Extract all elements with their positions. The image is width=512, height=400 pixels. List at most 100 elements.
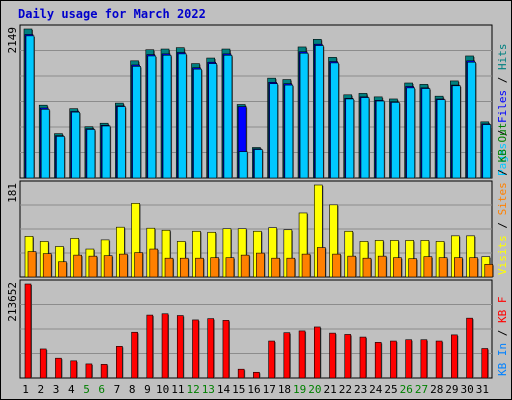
pages-bar: [314, 45, 324, 179]
kbf-bar: [146, 314, 154, 379]
kbf-bar: [268, 340, 275, 379]
sites-bar: [423, 256, 433, 278]
kbf-bar: [466, 317, 473, 379]
pages-bar: [132, 66, 141, 179]
pages-bar: [482, 124, 492, 179]
x-tick-label: 12: [186, 383, 199, 396]
x-tick-label: 5: [83, 383, 90, 396]
sites-bar: [149, 248, 159, 278]
legend-entry: Hits: [496, 44, 509, 71]
x-tick-label: 19: [293, 383, 306, 396]
pages-bar: [391, 102, 400, 179]
pages-bar: [117, 106, 126, 179]
kbf-bar: [313, 326, 321, 379]
pages-bar: [406, 87, 415, 179]
kbf-bar: [55, 357, 62, 379]
legend-entry: Sites: [496, 182, 509, 215]
kbf-bar: [24, 283, 32, 379]
sites-bar: [88, 255, 98, 278]
x-tick-label: 23: [354, 383, 367, 396]
x-tick-label: 17: [263, 383, 276, 396]
kbf-bar: [451, 334, 458, 379]
x-tick-label: 9: [144, 383, 151, 396]
legend-entry: KB Out: [496, 123, 509, 163]
sites-bar: [377, 255, 387, 278]
sites-bar: [134, 252, 143, 278]
pages-bar: [101, 125, 111, 179]
sites-bar: [119, 253, 128, 278]
sites-bar: [256, 252, 265, 278]
x-tick-label: 4: [68, 383, 75, 396]
x-tick-label: 18: [278, 383, 291, 396]
sites-bar: [469, 257, 478, 278]
chart-title: Daily usage for March 2022: [18, 7, 206, 21]
sites-bar: [438, 257, 448, 278]
pages-bar: [86, 129, 96, 179]
sites-bar: [362, 257, 372, 278]
sites-bar: [347, 255, 357, 278]
x-tick-label: 3: [53, 383, 60, 396]
pages-bar: [162, 54, 172, 179]
kbf-bar: [192, 319, 199, 379]
y-axis-max-label: 213652: [6, 282, 19, 322]
sites-bar: [484, 263, 494, 278]
pages-bar: [360, 97, 370, 179]
x-tick-label: 2: [38, 383, 45, 396]
sites-bar: [240, 254, 250, 278]
pages-bar: [452, 85, 461, 179]
kbf-bar: [420, 339, 428, 379]
sites-bar: [103, 255, 113, 278]
y-axis-max-label: 2149: [6, 27, 19, 54]
pages-bar: [330, 62, 339, 179]
sites-bar: [164, 257, 174, 278]
sites-bar: [316, 247, 326, 278]
pages-bar: [238, 151, 248, 179]
pages-bar: [375, 100, 385, 179]
kbf-bar: [85, 363, 93, 379]
legend-separator: /: [496, 162, 509, 182]
x-tick-label: 7: [114, 383, 121, 396]
kbf-bar: [131, 331, 138, 379]
kbf-bar: [39, 348, 47, 379]
sites-bar: [332, 253, 341, 278]
sites-bar: [42, 253, 52, 278]
kbf-bar: [344, 334, 352, 379]
sites-bar: [179, 257, 189, 278]
pages-bar: [345, 98, 355, 179]
sites-bar: [225, 257, 235, 278]
sites-bar: [286, 257, 296, 278]
legend-separator: /: [496, 70, 509, 90]
kbf-bar: [100, 364, 108, 379]
x-tick-label: 30: [461, 383, 474, 396]
x-tick-label: 25: [384, 383, 397, 396]
sites-bar: [301, 253, 311, 278]
x-tick-label: 20: [308, 383, 321, 396]
pages-bar: [223, 54, 233, 179]
kbf-bar: [176, 315, 184, 379]
sites-bar: [58, 261, 67, 278]
x-tick-label: 24: [369, 383, 383, 396]
sites-bar: [73, 254, 82, 278]
legend-entry: Pages: [496, 143, 509, 176]
kbf-bar: [116, 346, 123, 379]
pages-bar: [254, 149, 263, 179]
x-tick-label: 15: [232, 383, 245, 396]
kbf-bar: [253, 371, 260, 379]
x-tick-label: 21: [324, 383, 337, 396]
kbf-bar: [298, 330, 306, 379]
pages-bar: [147, 55, 157, 179]
x-tick-label: 13: [202, 383, 215, 396]
kbf-bar: [359, 336, 367, 379]
sites-bar: [195, 257, 204, 278]
pages-bar: [40, 109, 50, 179]
x-tick-label: 6: [98, 383, 105, 396]
legend-hits: Pages / Files / Hits: [496, 44, 509, 177]
x-tick-label: 29: [445, 383, 458, 396]
kbf-bar: [237, 368, 245, 379]
x-tick-label: 31: [476, 383, 489, 396]
pages-bar: [299, 52, 309, 179]
pages-bar: [467, 61, 476, 179]
legend-entry: KB In: [496, 343, 509, 376]
x-tick-label: 14: [217, 383, 231, 396]
legend-entry: Visits: [496, 235, 509, 275]
